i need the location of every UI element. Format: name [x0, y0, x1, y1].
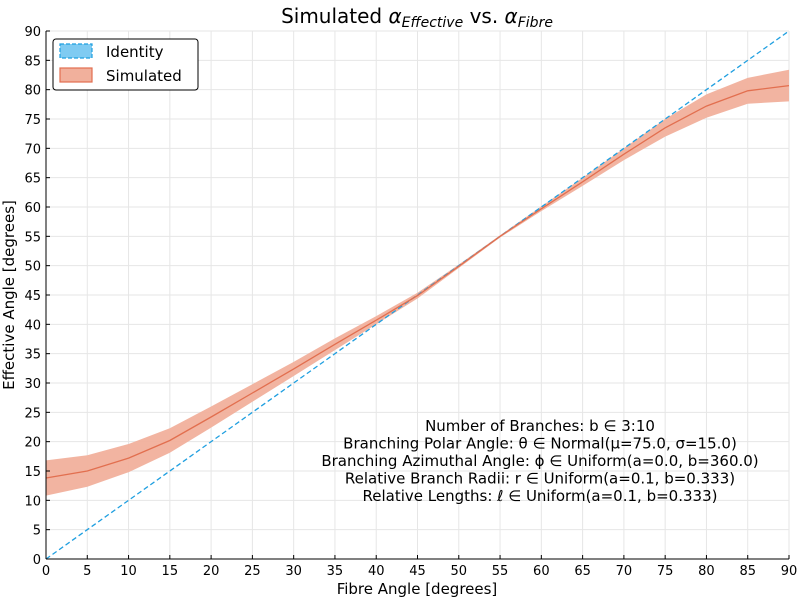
- y-tick-label: 20: [24, 436, 41, 451]
- x-tick-label: 75: [657, 564, 674, 579]
- y-tick-label: 40: [24, 318, 41, 333]
- tick-labels: 0 5 10 15 20 25 30 35 40 45 50 55 60 65 70 75 80 85 90 0 5 10…: [24, 25, 797, 579]
- y-tick-label: 80: [24, 84, 41, 99]
- simulated-confidence-band: [46, 69, 789, 496]
- x-tick-label: 65: [574, 564, 591, 579]
- y-tick-label: 50: [24, 260, 41, 275]
- annotation-line: Branching Polar Angle: θ ∈ Normal(μ=75.0…: [343, 435, 737, 453]
- annotation-line: Relative Branch Radii: r ∈ Uniform(a=0.1…: [345, 470, 735, 488]
- x-axis-label: Fibre Angle [degrees]: [337, 580, 498, 598]
- y-tick-label: 65: [24, 172, 41, 187]
- x-tick-label: 80: [698, 564, 715, 579]
- y-tick-label: 0: [33, 553, 41, 568]
- annotation-line: Relative Lengths: ℓ ∈ Uniform(a=0.1, b=0…: [363, 487, 718, 505]
- x-tick-label: 20: [203, 564, 220, 579]
- y-tick-label: 35: [24, 348, 41, 363]
- y-tick-label: 15: [24, 465, 41, 480]
- x-tick-label: 70: [616, 564, 633, 579]
- x-tick-label: 60: [533, 564, 550, 579]
- x-tick-label: 85: [739, 564, 756, 579]
- x-tick-label: 55: [492, 564, 509, 579]
- x-tick-label: 0: [42, 564, 50, 579]
- axes: [45, 30, 790, 560]
- y-tick-label: 60: [24, 201, 41, 216]
- x-tick-label: 10: [120, 564, 137, 579]
- y-tick-label: 30: [24, 377, 41, 392]
- x-tick-label: 50: [451, 564, 468, 579]
- y-tick-label: 25: [24, 406, 41, 421]
- x-tick-label: 90: [781, 564, 798, 579]
- y-tick-label: 90: [24, 25, 41, 40]
- y-tick-label: 45: [24, 289, 41, 304]
- x-tick-label: 5: [83, 564, 91, 579]
- x-tick-label: 25: [244, 564, 261, 579]
- x-tick-label: 35: [327, 564, 344, 579]
- y-tick-label: 10: [24, 494, 41, 509]
- simulated-mean-line: [45, 84, 790, 479]
- legend-label-identity: Identity: [106, 43, 164, 61]
- x-tick-label: 40: [368, 564, 385, 579]
- x-tick-label: 45: [409, 564, 426, 579]
- y-tick-label: 70: [24, 142, 41, 157]
- grid: [45, 30, 790, 560]
- annotation-line: Branching Azimuthal Angle: ϕ ∈ Uniform(a…: [321, 452, 758, 470]
- x-tick-label: 15: [162, 564, 179, 579]
- y-tick-label: 75: [24, 113, 41, 128]
- y-tick-label: 5: [33, 524, 41, 539]
- y-axis-label: Effective Angle [degrees]: [0, 200, 18, 390]
- x-tick-label: 30: [285, 564, 302, 579]
- y-tick-label: 55: [24, 230, 41, 245]
- legend: Identity Simulated: [52, 38, 199, 91]
- chart-title: Simulated αEffective vs. αFibre: [281, 4, 553, 31]
- legend-swatch-identity: [59, 43, 93, 59]
- y-tick-label: 85: [24, 54, 41, 69]
- legend-swatch-simulated: [59, 67, 93, 83]
- legend-label-simulated: Simulated: [106, 67, 182, 85]
- annotation-line: Number of Branches: b ∈ 3:10: [425, 417, 655, 435]
- confidence-band-layer: [46, 69, 789, 496]
- series-layer: [45, 30, 790, 560]
